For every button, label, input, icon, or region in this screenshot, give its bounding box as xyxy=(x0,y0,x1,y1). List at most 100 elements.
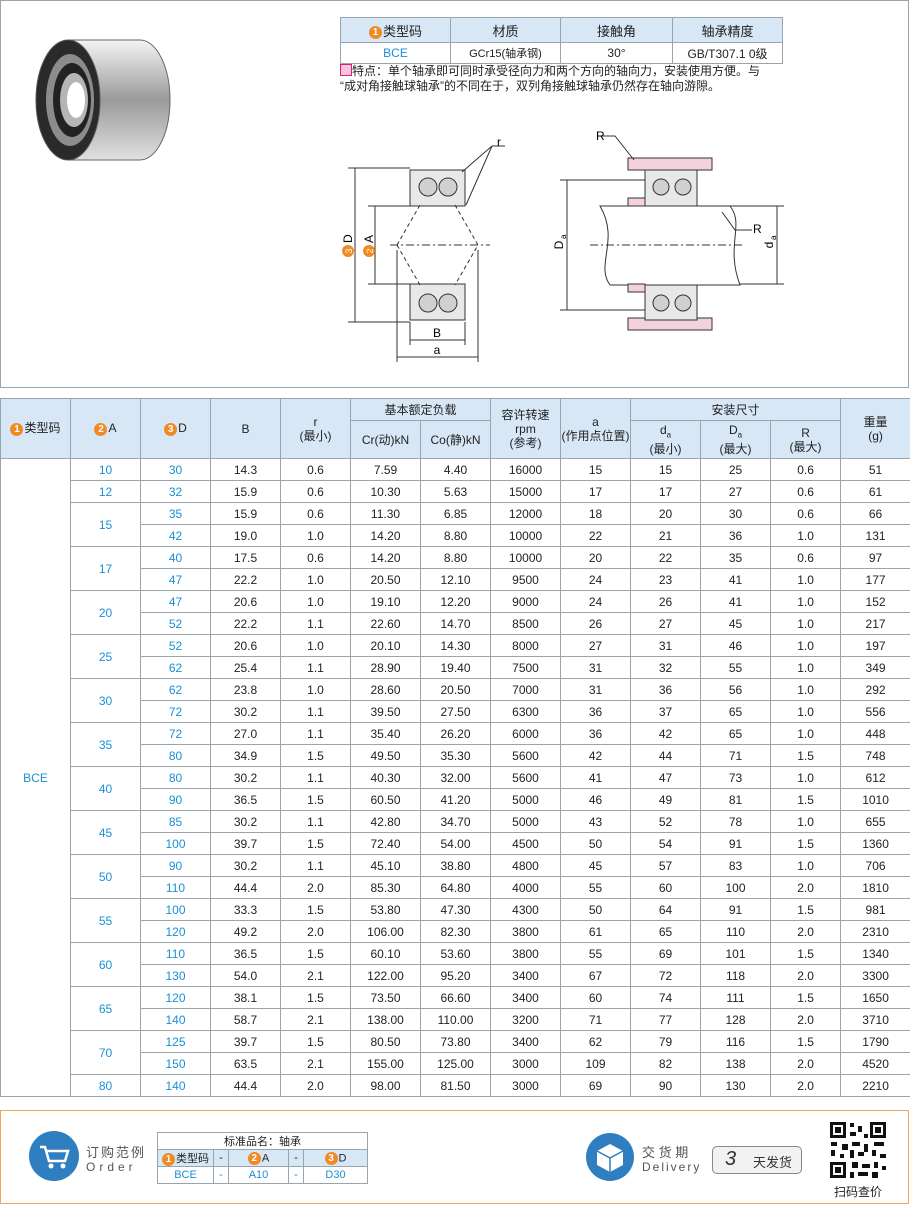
cell-text: 54.0 xyxy=(233,968,258,983)
cell-text: 14.70 xyxy=(440,616,471,631)
cell-text: - xyxy=(219,1169,223,1181)
feature-line: 单个轴承即可同时承受径向力和两个方向的轴向力，安装使用方便。与 xyxy=(388,64,761,78)
cell-text: 47 xyxy=(658,770,673,785)
cell-text: 78 xyxy=(728,814,743,829)
cell-text: 25.4 xyxy=(233,660,258,675)
data-cell: 80 xyxy=(140,766,211,789)
data-cell: 62 xyxy=(140,678,211,701)
delivery-box: 3 天发货 xyxy=(712,1146,802,1174)
data-cell: 39.50 xyxy=(350,700,421,723)
cell-text: 2.1 xyxy=(307,968,324,983)
data-row: 12 32 15.9 0.6 10.30 5.63 15000 17 17 27 0.6 61 xyxy=(1,480,910,503)
spec-cell: GB/T307.1 0级 xyxy=(672,42,783,64)
data-cell: 1.1 xyxy=(280,766,351,789)
cell-text: 131 xyxy=(865,528,886,543)
data-row: 120 49.2 2.0 106.00 82.30 3800 61 65 110 2.0 2310 xyxy=(1,920,910,943)
label-da-main: d xyxy=(762,242,776,249)
cell-text: 类型码 xyxy=(24,421,61,436)
cell-text: 81 xyxy=(728,792,743,807)
data-row: 140 58.7 2.1 138.00 110.00 3200 71 77 128 2.0 3710 xyxy=(1,1008,910,1031)
label-r: r xyxy=(497,135,501,149)
data-cell: 42 xyxy=(140,524,211,547)
data-cell: 80 xyxy=(140,744,211,767)
data-cell: 109 xyxy=(560,1052,632,1075)
cell-text: 12.10 xyxy=(440,572,471,587)
cell-text: 45 xyxy=(728,616,743,631)
data-cell: 5000 xyxy=(490,810,562,833)
cell-text: 14.20 xyxy=(370,550,401,565)
data-cell: 10.30 xyxy=(350,480,421,503)
cell-text: 130 xyxy=(165,968,186,983)
cell-text: 1.5 xyxy=(307,1034,324,1049)
cell-text: 47 xyxy=(168,572,183,587)
data-cell: 349 xyxy=(840,656,910,679)
cell-line: (最小) xyxy=(299,428,332,443)
data-cell: 110 xyxy=(140,942,211,965)
data-cell: 17 xyxy=(560,480,632,503)
cell-text: 35.30 xyxy=(440,748,471,763)
footer-frame xyxy=(0,1110,909,1204)
cell-text: 45 xyxy=(588,858,603,873)
cell-text: 27 xyxy=(588,638,603,653)
data-cell: 8.80 xyxy=(419,546,492,569)
data-cell: 1.1 xyxy=(280,656,351,679)
data-cell: 22 xyxy=(560,524,632,547)
cell-text: 63.5 xyxy=(233,1056,258,1071)
cell-text: 47 xyxy=(168,594,183,609)
cell-text: 24 xyxy=(588,594,603,609)
data-cell: 15.9 xyxy=(210,502,281,525)
cell-text: 79 xyxy=(658,1034,673,1049)
cell-text: 54.00 xyxy=(440,836,471,851)
cell-text: 100 xyxy=(725,880,746,895)
cell-text: Co(静)kN xyxy=(430,432,481,447)
data-cell: 111 xyxy=(700,986,772,1009)
cell-line: da xyxy=(632,423,700,442)
cell-text: 12 xyxy=(98,484,113,499)
data-cell: 64.80 xyxy=(419,876,492,899)
data-cell: 36 xyxy=(630,678,702,701)
data-cell: 40 xyxy=(140,546,211,569)
cell-text: 50 xyxy=(588,902,603,917)
data-cell: 28.90 xyxy=(350,656,421,679)
cell-text: GCr15(轴承钢) xyxy=(469,48,542,60)
data-cell: 36 xyxy=(560,722,632,745)
data-cell: 63.5 xyxy=(210,1052,281,1075)
cell-text: 15 xyxy=(588,462,603,477)
data-cell: 33.3 xyxy=(210,898,281,921)
cell-text: 1.0 xyxy=(797,594,814,609)
data-cell: 23 xyxy=(630,568,702,591)
data-cell: 3400 xyxy=(490,1030,562,1053)
delivery-text: 天发货 xyxy=(753,1155,793,1170)
data-cell: 67 xyxy=(560,964,632,987)
cell-text: - xyxy=(219,1152,223,1164)
cell-text: 55 xyxy=(98,913,113,928)
cell-text: 65 xyxy=(98,1001,113,1016)
cell-text: 72.40 xyxy=(370,836,401,851)
data-cell: 35 xyxy=(700,546,772,569)
data-cell: 3400 xyxy=(490,986,562,1009)
cell-text: 1.5 xyxy=(307,748,324,763)
cell-text: 7500 xyxy=(512,660,539,675)
data-cell: 57 xyxy=(630,854,702,877)
data-cell: 8000 xyxy=(490,634,562,657)
cell-text: 118 xyxy=(725,968,746,983)
cell-line: (最大) xyxy=(789,439,822,454)
cell-text: 25 xyxy=(728,462,743,477)
cell-text: 0.6 xyxy=(797,484,814,499)
order-value: A10 xyxy=(228,1166,289,1184)
cell-text: 2.1 xyxy=(307,1012,324,1027)
cell-text: 39.7 xyxy=(233,1034,258,1049)
data-cell: 2.1 xyxy=(280,1008,351,1031)
data-cell: 7.59 xyxy=(350,458,421,481)
data-cell: 2.0 xyxy=(280,1074,351,1097)
data-cell: 125.00 xyxy=(419,1052,492,1075)
data-cell: 26 xyxy=(630,590,702,613)
cell-text: 39.50 xyxy=(370,704,401,719)
cell-text: 23 xyxy=(658,572,673,587)
cell-text: 1.1 xyxy=(307,858,324,873)
data-cell: 0.6 xyxy=(280,546,351,569)
cell-text: 51 xyxy=(868,462,883,477)
cell-text: 60 xyxy=(588,990,603,1005)
data-cell: 54 xyxy=(630,832,702,855)
